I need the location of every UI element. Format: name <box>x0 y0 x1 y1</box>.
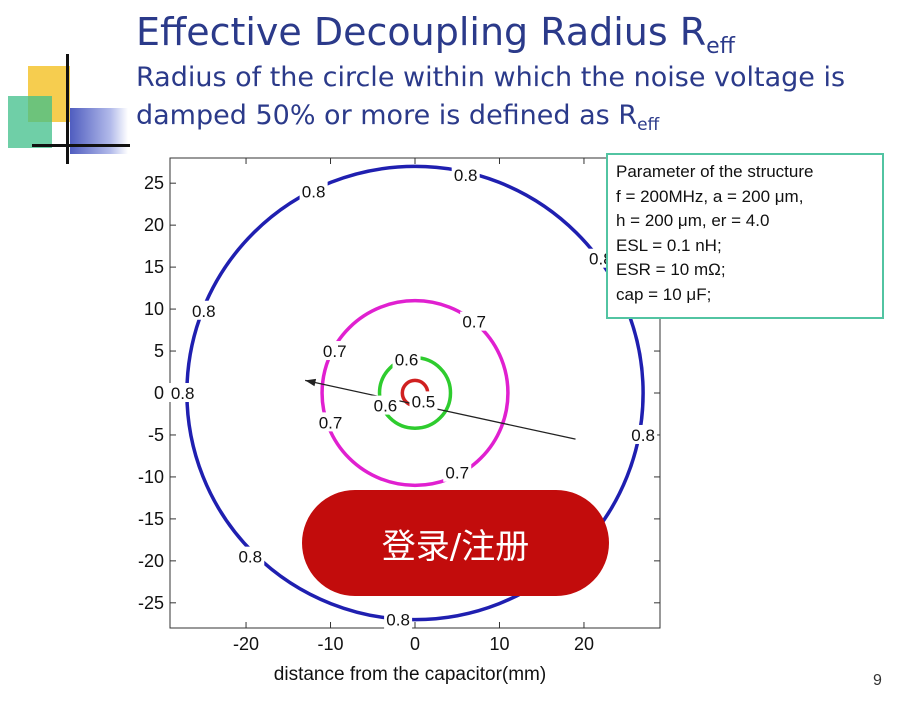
contour-label-bg <box>384 609 413 629</box>
x-axis-label: distance from the capacitor(mm) <box>274 664 546 685</box>
param-line: ESR = 10 mΩ; <box>616 260 726 279</box>
param-line: ESL = 0.1 nH; <box>616 235 722 255</box>
y-tick-label: -20 <box>138 551 164 571</box>
corner-decoration <box>0 50 130 165</box>
y-tick-label: 0 <box>154 383 164 403</box>
x-tick-label: -10 <box>318 634 344 654</box>
contour-label-bg <box>409 391 438 411</box>
contour-label-bg <box>168 383 197 402</box>
contour-label: 0.7 <box>323 342 347 361</box>
contour-label: 0.7 <box>319 413 343 432</box>
subtitle-line-2: damped 50% or more is defined as Reff <box>136 100 660 135</box>
y-tick-label: 10 <box>144 299 164 319</box>
contour-label: 0.5 <box>412 392 436 411</box>
contour-label: 0.8 <box>192 302 216 321</box>
contour-label-bg <box>443 462 472 482</box>
contour-label: 0.7 <box>445 464 469 483</box>
param-line: Parameter of the structure <box>616 162 814 181</box>
y-tick-label: 15 <box>144 257 164 277</box>
contour-label-bg <box>629 424 658 444</box>
login-register-button[interactable]: 登录/注册 <box>302 490 609 596</box>
y-tick-label: -15 <box>138 509 164 529</box>
contour-label: 0.8 <box>302 183 326 202</box>
contour-label: 0.8 <box>238 548 262 567</box>
decoration-horizontal-line <box>32 144 130 147</box>
contour-label: 0.8 <box>454 166 478 185</box>
x-tick-label: 20 <box>574 634 594 654</box>
contour-label-bg <box>392 349 421 369</box>
contour-label-bg <box>236 546 265 566</box>
y-tick-label: -10 <box>138 467 164 487</box>
x-tick-label: -20 <box>233 634 259 654</box>
contour-label: 0.6 <box>374 397 398 416</box>
page-number: 9 <box>873 672 882 689</box>
contour-label-bg <box>371 395 400 415</box>
contour-label: 0.7 <box>462 313 486 332</box>
x-tick-label: 0 <box>410 634 420 654</box>
y-tick-label: 5 <box>154 341 164 361</box>
arrow-line <box>305 379 576 440</box>
slide-title: Effective Decoupling Radius Reff <box>136 10 735 59</box>
title-subscript: eff <box>706 34 735 59</box>
parameter-box: Parameter of the structure f = 200MHz, a… <box>606 153 884 319</box>
y-tick-label: -25 <box>138 593 164 613</box>
contour-label: 0.6 <box>395 350 419 369</box>
subtitle-subscript: eff <box>637 115 660 135</box>
contour-0-7 <box>320 298 510 488</box>
contour-label-bg <box>299 181 328 201</box>
param-line: h = 200 μm, er = 4.0 <box>616 211 770 230</box>
subtitle-line-1: Radius of the circle within which the no… <box>136 62 846 93</box>
contour-label: 0.8 <box>171 384 195 403</box>
y-tick-label: 25 <box>144 173 164 193</box>
param-line: cap = 10 μF; <box>616 284 712 304</box>
contour-label-bg <box>316 412 345 432</box>
y-tick-label: -5 <box>148 425 164 445</box>
decoration-vertical-line <box>66 54 69 164</box>
contour-label-bg <box>320 341 349 361</box>
x-tick-label: 10 <box>489 634 509 654</box>
contour-label-bg <box>451 164 480 184</box>
y-tick-label: 20 <box>144 215 164 235</box>
contour-label: 0.8 <box>631 426 655 445</box>
contour-label-bg <box>460 311 489 331</box>
contour-label-bg <box>189 300 218 320</box>
param-line: f = 200MHz, a = 200 μm, <box>616 186 804 206</box>
decoration-green-block <box>8 96 52 148</box>
contour-label: 0.8 <box>386 611 410 630</box>
arrow-head <box>305 378 317 387</box>
